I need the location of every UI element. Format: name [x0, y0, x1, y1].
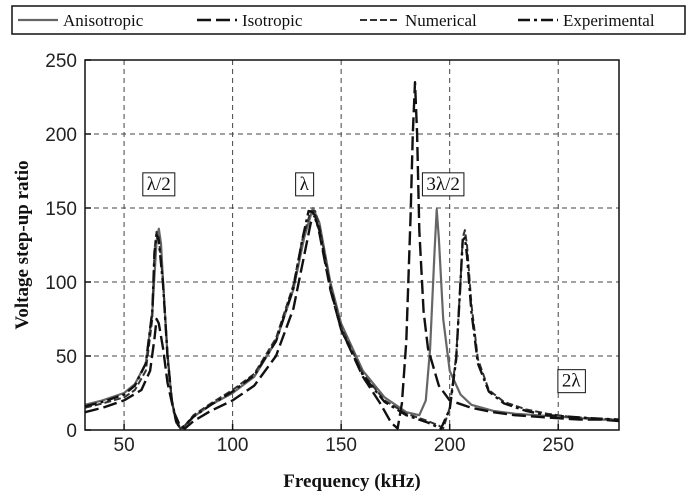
annotation-label: 2λ — [557, 369, 586, 394]
annotation-label: λ/2 — [142, 172, 176, 197]
legend — [11, 5, 686, 35]
legend-label-anisotropic: Anisotropic — [63, 11, 144, 30]
x-tick-label: 100 — [217, 435, 249, 456]
x-tick-label: 150 — [325, 435, 357, 456]
y-tick-label: 100 — [45, 273, 77, 294]
y-tick-label: 50 — [56, 347, 77, 368]
plot-area — [84, 59, 620, 431]
annotation-text: λ — [300, 174, 310, 195]
annotation-text: 3λ/2 — [426, 174, 460, 195]
annotation-label: 3λ/2 — [421, 172, 465, 197]
annotation-text: 2λ — [562, 371, 582, 392]
y-tick-label: 0 — [66, 421, 77, 442]
annotation-box — [421, 172, 465, 197]
y-tick-label: 150 — [45, 199, 77, 220]
annotation-label: λ — [295, 172, 315, 197]
annotation-box — [142, 172, 176, 197]
annotation-box — [295, 172, 315, 197]
x-tick-label: 200 — [434, 435, 466, 456]
annotation-box — [557, 369, 586, 394]
y-tick-label: 250 — [45, 51, 77, 72]
annotation-text: λ/2 — [147, 174, 171, 195]
x-tick-label: 250 — [542, 435, 574, 456]
y-tick-label: 200 — [45, 125, 77, 146]
x-axis-title: Frequency (kHz) — [283, 471, 420, 492]
legend-label-numerical: Numerical — [405, 11, 477, 30]
legend-label-experimental: Experimental — [563, 11, 655, 30]
legend-label-isotropic: Isotropic — [242, 11, 303, 30]
x-tick-label: 50 — [114, 435, 135, 456]
series-line-experimental — [84, 209, 620, 430]
y-axis-title: Voltage step-up ratio — [12, 160, 33, 329]
